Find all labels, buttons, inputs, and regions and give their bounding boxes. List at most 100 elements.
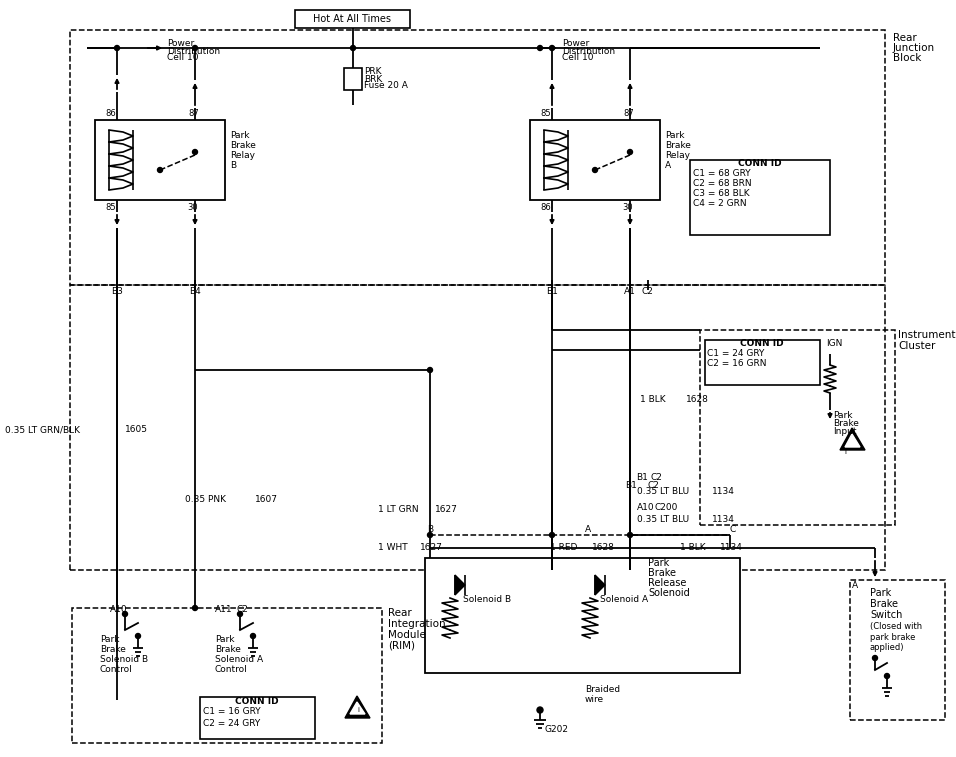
Text: C200: C200 xyxy=(655,503,679,512)
Text: 30: 30 xyxy=(622,204,633,213)
Circle shape xyxy=(192,45,198,51)
Text: Solenoid A: Solenoid A xyxy=(215,656,263,665)
Text: B1: B1 xyxy=(636,473,648,482)
Text: 1 BLK: 1 BLK xyxy=(640,395,665,404)
Text: Braided: Braided xyxy=(585,686,620,694)
Text: 1628: 1628 xyxy=(686,395,709,404)
Text: Brake: Brake xyxy=(230,141,256,149)
Circle shape xyxy=(427,367,432,372)
Circle shape xyxy=(192,149,198,154)
Circle shape xyxy=(250,634,255,638)
Circle shape xyxy=(537,707,543,713)
Text: Brake: Brake xyxy=(648,568,676,578)
Text: (Closed with: (Closed with xyxy=(870,622,923,631)
Circle shape xyxy=(593,167,598,173)
Text: Park: Park xyxy=(833,410,853,419)
Text: Cell 10: Cell 10 xyxy=(167,52,199,61)
Text: Brake: Brake xyxy=(100,646,126,655)
Text: C1 = 16 GRY: C1 = 16 GRY xyxy=(203,708,261,716)
Text: A11: A11 xyxy=(215,606,232,615)
Text: Integration: Integration xyxy=(388,619,445,629)
Text: Cell 10: Cell 10 xyxy=(562,52,594,61)
Text: Instrument: Instrument xyxy=(898,330,955,340)
Bar xyxy=(200,697,315,739)
Text: C1 = 68 GRY: C1 = 68 GRY xyxy=(693,170,750,179)
Circle shape xyxy=(115,45,120,51)
Text: 1627: 1627 xyxy=(420,544,443,553)
Circle shape xyxy=(550,45,554,51)
Text: 0.35 LT GRN/BLK: 0.35 LT GRN/BLK xyxy=(5,425,80,435)
Text: Cluster: Cluster xyxy=(898,341,935,351)
Text: 1134: 1134 xyxy=(712,488,735,497)
Text: Park: Park xyxy=(870,588,891,598)
Text: CONN ID: CONN ID xyxy=(740,339,784,348)
Text: BRK: BRK xyxy=(364,74,382,83)
Text: Rear: Rear xyxy=(893,33,917,43)
Text: C2 = 16 GRN: C2 = 16 GRN xyxy=(707,360,767,369)
Circle shape xyxy=(627,149,633,154)
Text: B3: B3 xyxy=(111,288,123,297)
Text: i: i xyxy=(844,449,846,455)
Text: Control: Control xyxy=(100,665,133,674)
Bar xyxy=(690,160,830,235)
Circle shape xyxy=(158,167,163,173)
Text: Solenoid A: Solenoid A xyxy=(600,596,648,605)
Polygon shape xyxy=(845,434,860,447)
Text: C2 = 68 BRN: C2 = 68 BRN xyxy=(693,179,751,188)
Circle shape xyxy=(627,532,633,537)
Bar xyxy=(70,285,885,570)
Text: PRK: PRK xyxy=(364,67,381,76)
Text: C3 = 68 BLK: C3 = 68 BLK xyxy=(693,189,750,198)
Text: applied): applied) xyxy=(870,643,904,652)
Text: Power: Power xyxy=(167,39,194,48)
Text: Module: Module xyxy=(388,630,425,640)
Text: 1134: 1134 xyxy=(712,516,735,525)
Bar xyxy=(72,608,382,743)
Text: CONN ID: CONN ID xyxy=(738,160,782,169)
Text: B1: B1 xyxy=(546,288,558,297)
Text: 0.35 PNK: 0.35 PNK xyxy=(185,496,226,504)
Text: Park: Park xyxy=(230,130,250,139)
Text: Control: Control xyxy=(215,665,248,674)
Text: Distribution: Distribution xyxy=(167,46,220,55)
Circle shape xyxy=(351,45,356,51)
Text: 1 LT GRN: 1 LT GRN xyxy=(378,506,419,515)
Text: Rear: Rear xyxy=(388,608,412,618)
Bar xyxy=(344,68,362,90)
Text: A1: A1 xyxy=(624,288,636,297)
Text: B1: B1 xyxy=(625,481,637,490)
Text: wire: wire xyxy=(585,696,604,705)
Bar xyxy=(705,340,820,385)
Text: Release: Release xyxy=(648,578,686,588)
Text: 85: 85 xyxy=(105,204,116,213)
Text: Switch: Switch xyxy=(870,610,902,620)
Text: A: A xyxy=(852,581,858,590)
Text: Fuse 20 A: Fuse 20 A xyxy=(364,82,408,91)
Text: Power: Power xyxy=(562,39,589,48)
Text: 86: 86 xyxy=(105,110,116,119)
Polygon shape xyxy=(345,696,370,718)
Circle shape xyxy=(122,612,127,616)
Text: C2: C2 xyxy=(237,606,249,615)
Circle shape xyxy=(537,45,542,51)
Circle shape xyxy=(550,532,554,537)
Text: 87: 87 xyxy=(623,110,634,119)
Text: Solenoid B: Solenoid B xyxy=(100,656,148,665)
Text: C2: C2 xyxy=(651,473,663,482)
Text: Relay: Relay xyxy=(230,151,255,160)
Bar xyxy=(530,120,660,200)
Text: Park: Park xyxy=(665,130,684,139)
Bar xyxy=(95,120,225,200)
Text: 1607: 1607 xyxy=(255,496,278,504)
Text: Relay: Relay xyxy=(665,151,690,160)
Text: Brake: Brake xyxy=(665,141,691,149)
Polygon shape xyxy=(455,575,465,595)
Bar xyxy=(70,30,885,285)
Text: Input: Input xyxy=(833,428,857,437)
Text: Block: Block xyxy=(893,53,922,63)
Text: Park: Park xyxy=(648,558,669,568)
Text: Junction: Junction xyxy=(893,43,935,53)
Text: Park: Park xyxy=(100,635,120,644)
Text: Brake: Brake xyxy=(215,646,241,655)
Text: C2: C2 xyxy=(648,481,660,490)
